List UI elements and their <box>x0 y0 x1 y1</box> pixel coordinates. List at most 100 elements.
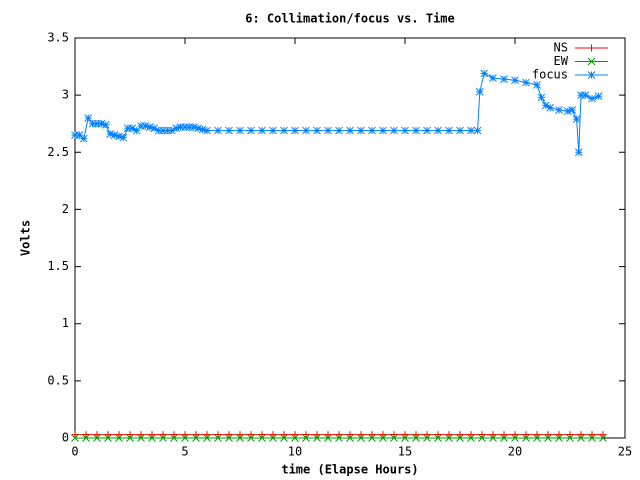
data-point <box>445 126 453 135</box>
data-point <box>106 130 115 138</box>
data-point <box>82 431 90 439</box>
x-tick-label: 20 <box>508 445 522 459</box>
data-point <box>172 124 181 133</box>
data-point <box>500 75 508 83</box>
data-point <box>137 434 145 442</box>
data-point <box>258 126 266 135</box>
data-point <box>291 126 299 135</box>
data-point <box>247 126 255 135</box>
data-point <box>581 91 590 99</box>
data-point <box>123 124 132 133</box>
data-point <box>302 434 310 442</box>
data-point <box>159 434 167 442</box>
x-tick-label: 5 <box>181 445 188 459</box>
data-point <box>313 431 321 439</box>
data-point <box>423 126 431 135</box>
data-point <box>119 133 128 142</box>
data-point <box>324 434 332 442</box>
data-point <box>203 431 211 439</box>
data-point <box>269 126 277 135</box>
data-point <box>588 94 596 103</box>
y-tick-label: 2 <box>62 202 69 216</box>
data-point <box>115 132 123 141</box>
data-point <box>236 431 244 439</box>
data-point <box>176 123 185 131</box>
data-point <box>456 126 464 135</box>
data-point <box>572 115 581 123</box>
data-point <box>291 431 299 439</box>
y-tick-label: 3.5 <box>47 31 69 45</box>
data-point <box>541 101 550 110</box>
x-tick-label: 25 <box>618 445 632 459</box>
data-point <box>489 431 497 439</box>
data-point <box>93 119 101 128</box>
data-point <box>423 431 431 439</box>
data-point <box>104 431 112 439</box>
data-point <box>511 76 519 85</box>
data-point <box>194 124 203 133</box>
x-tick-label: 15 <box>398 445 412 459</box>
data-point <box>97 119 106 128</box>
data-point <box>357 431 365 439</box>
data-point <box>167 126 176 135</box>
data-point <box>577 431 585 439</box>
data-point <box>594 92 603 101</box>
y-tick-label: 3 <box>62 88 69 102</box>
data-point <box>159 126 167 135</box>
chart-title: 6: Collimation/focus vs. Time <box>245 12 455 26</box>
data-point <box>478 431 486 439</box>
data-point <box>115 434 123 442</box>
data-point <box>185 123 194 131</box>
legend-marker <box>587 71 596 79</box>
data-point <box>423 434 431 442</box>
data-point <box>203 434 211 442</box>
x-tick-label: 0 <box>71 445 78 459</box>
data-point <box>473 126 482 135</box>
data-point <box>401 126 409 135</box>
data-point <box>489 74 497 82</box>
data-point <box>489 434 497 442</box>
data-point <box>511 434 519 442</box>
data-point <box>401 431 409 439</box>
data-point <box>537 93 546 102</box>
data-point <box>225 434 233 442</box>
data-point <box>214 126 222 135</box>
data-point <box>357 126 365 135</box>
y-tick-label: 2.5 <box>47 145 69 159</box>
y-tick-label: 0.5 <box>47 373 69 387</box>
data-point <box>79 134 88 143</box>
data-point <box>412 434 420 442</box>
data-point <box>577 91 585 99</box>
data-point <box>412 126 420 135</box>
data-point <box>137 122 145 130</box>
data-point <box>225 126 233 135</box>
data-point <box>291 434 299 442</box>
data-point <box>148 431 156 439</box>
data-point <box>566 434 574 442</box>
data-point <box>214 434 222 442</box>
data-point <box>280 126 288 135</box>
data-point <box>599 431 607 439</box>
data-point <box>563 107 572 115</box>
data-point <box>555 106 563 114</box>
data-point <box>148 434 156 442</box>
data-point <box>280 434 288 442</box>
data-point <box>357 434 365 442</box>
data-point <box>159 431 167 439</box>
data-point <box>236 126 244 135</box>
data-point <box>368 434 376 442</box>
data-point <box>368 126 376 135</box>
data-point <box>101 121 110 129</box>
data-point <box>522 431 530 439</box>
data-point <box>568 106 577 114</box>
data-point <box>546 103 555 112</box>
data-point <box>412 431 420 439</box>
data-point <box>445 431 453 439</box>
data-point <box>379 434 387 442</box>
data-point <box>302 431 310 439</box>
data-point <box>434 434 442 442</box>
data-point <box>379 126 387 135</box>
data-point <box>533 81 541 89</box>
